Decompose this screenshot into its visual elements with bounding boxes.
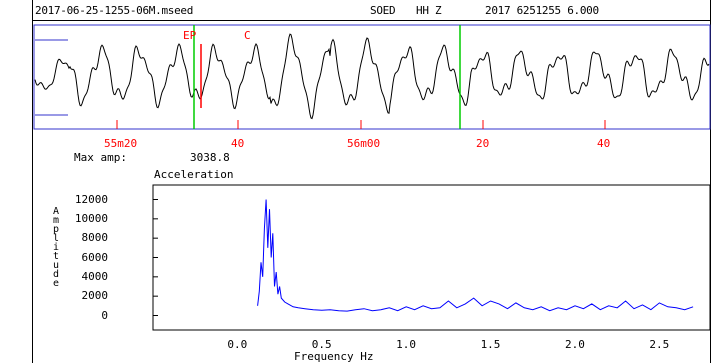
seismogram-panel[interactable] [0,0,715,140]
x-tick-label: 0.5 [311,338,332,351]
x-axis-label: Frequency Hz [294,350,374,363]
y-tick-label: 12000 [74,192,108,206]
max-amp-value: 3038.8 [190,151,230,164]
y-axis-label: Amplitude [53,206,60,289]
time-label-5: 40 [597,137,611,150]
phase-label-ep: EP [183,29,197,42]
title-bar: 2017-06-25-1255-06M.mseed SOED HH Z 2017… [33,0,710,21]
max-amp-label: Max amp: [74,151,127,164]
seismogram-trace [34,33,710,120]
x-tick-label: 2.0 [564,338,585,351]
y-tick-label: 4000 [81,269,109,283]
x-tick-label: 1.0 [396,338,417,351]
station-code: SOED [370,4,396,17]
right-border [710,0,711,363]
spectrum-series [257,199,694,312]
x-tick-label: 0.0 [227,338,248,351]
y-tick-label: 6000 [81,250,109,264]
time-label-3: 56m00 [347,137,381,150]
time-label-4: 20 [476,137,490,150]
file-name: 2017-06-25-1255-06M.mseed [35,4,194,17]
record-datetime: 2017 6251255 6.000 [485,4,599,17]
x-tick-label: 2.5 [649,338,670,351]
x-tick-label: 1.5 [480,338,501,351]
y-tick-label: 2000 [81,289,109,303]
y-tick-label: 10000 [74,211,108,225]
time-label-2: 40 [231,137,245,150]
time-label-1: 55m20 [104,137,138,150]
channel-code: HH Z [416,4,442,17]
seismogram-frame [33,24,711,130]
y-tick-label: 0 [101,308,108,322]
spectrum-title: Acceleration [154,168,234,181]
phase-label-c: C [244,29,251,42]
left-border [32,0,33,363]
y-tick-label: 8000 [81,231,109,245]
